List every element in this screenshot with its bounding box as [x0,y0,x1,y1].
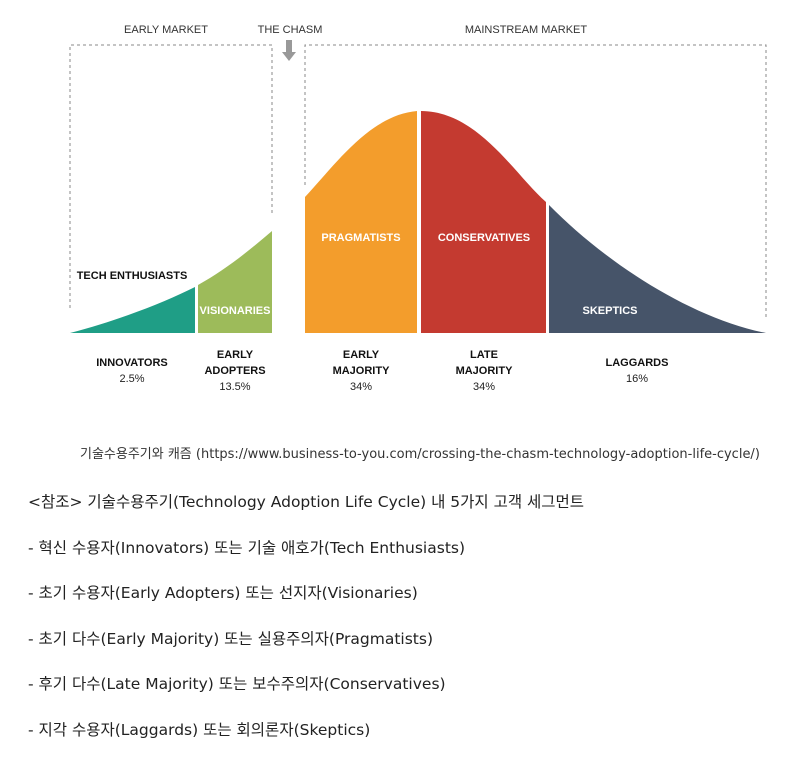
notes-list: <참조> 기술수용주기(Technology Adoption Life Cyc… [28,490,584,763]
notes-heading: <참조> 기술수용주기(Technology Adoption Life Cyc… [28,490,584,536]
early-adopters-percent: 13.5% [219,381,250,393]
conservatives-label: CONSERVATIVES [438,232,530,244]
note-laggards: - 지각 수용자(Laggards) 또는 회의론자(Skeptics) [28,718,584,763]
skeptics-label: SKEPTICS [582,305,637,317]
technology-adoption-diagram: EARLY MARKET THE CHASM MAINSTREAM MARKET… [0,0,799,430]
note-innovators: - 혁신 수용자(Innovators) 또는 기술 애호가(Tech Enth… [28,536,584,582]
innovators-percent: 2.5% [119,373,144,385]
pragmatists-label: PRAGMATISTS [321,232,400,244]
mainstream-market-label: MAINSTREAM MARKET [465,24,588,36]
late-majority-percent: 34% [473,381,495,393]
chasm-arrow-icon [282,40,296,61]
early-market-label: EARLY MARKET [124,24,208,36]
segment-late-majority [421,111,546,333]
the-chasm-label: THE CHASM [258,24,323,36]
early-majority-percent: 34% [350,381,372,393]
figure-caption: 기술수용주기와 캐즘 (https://www.business-to-you.… [80,443,760,462]
segment-early-adopters [198,231,272,333]
note-early-majority: - 초기 다수(Early Majority) 또는 실용주의자(Pragmat… [28,627,584,673]
laggards-percent: 16% [626,373,648,385]
late-majority-name-line2: MAJORITY [456,365,514,377]
note-early-adopters: - 초기 수용자(Early Adopters) 또는 선지자(Visionar… [28,581,584,627]
note-late-majority: - 후기 다수(Late Majority) 또는 보수주의자(Conserva… [28,672,584,718]
segment-early-majority [305,111,417,333]
late-majority-name-line1: LATE [470,349,498,361]
innovators-name: INNOVATORS [96,357,168,369]
early-majority-name-line2: MAJORITY [333,365,391,377]
early-adopters-name-line1: EARLY [217,349,254,361]
segment-innovators [70,287,195,333]
early-adopters-name-line2: ADOPTERS [204,365,265,377]
tech-enthusiasts-label: TECH ENTHUSIASTS [77,270,188,282]
visionaries-label: VISIONARIES [200,305,271,317]
early-majority-name-line1: EARLY [343,349,380,361]
laggards-name: LAGGARDS [606,357,669,369]
